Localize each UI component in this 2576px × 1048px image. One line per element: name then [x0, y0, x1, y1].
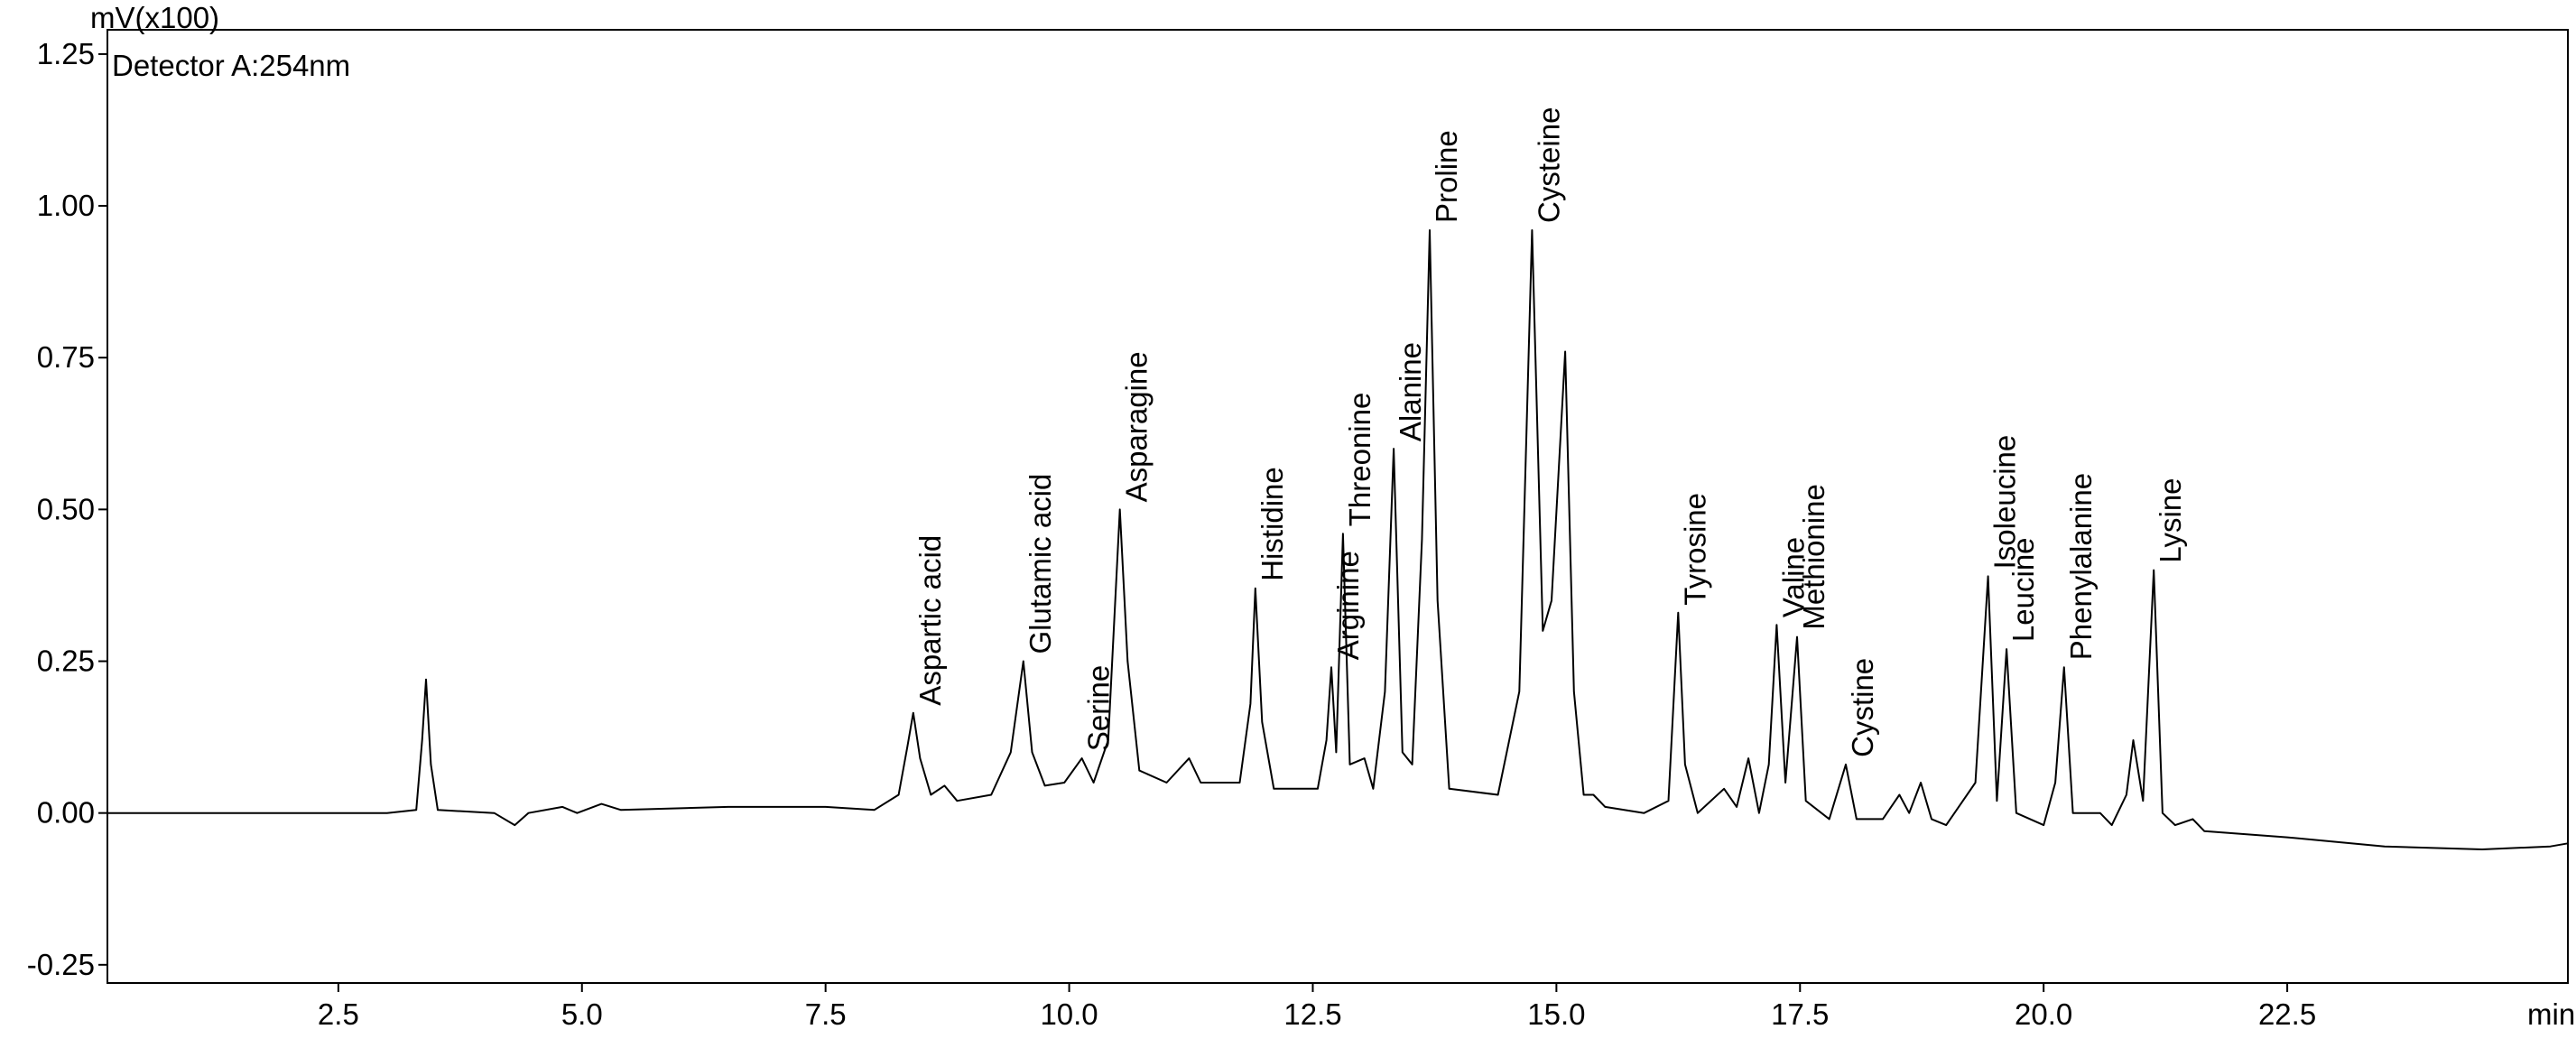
x-tick-label: 20.0: [2015, 997, 2072, 1031]
peak-label: Cystine: [1846, 658, 1879, 757]
x-tick-label: 10.0: [1040, 997, 1098, 1031]
peak-label: Histidine: [1256, 467, 1289, 581]
peak-label: Arginine: [1331, 551, 1365, 660]
peak-label: Threonine: [1343, 393, 1376, 527]
y-tick-label: 0.25: [37, 645, 95, 678]
x-axis-label: min: [2527, 997, 2575, 1031]
peak-label: Alanine: [1394, 342, 1427, 441]
chromatogram-trace: [107, 229, 2569, 850]
x-tick-label: 7.5: [805, 997, 847, 1031]
x-tick-label: 22.5: [2258, 997, 2316, 1031]
peak-label: Tyrosine: [1678, 493, 1711, 606]
x-tick-label: 17.5: [1771, 997, 1829, 1031]
y-tick-label: 1.25: [37, 37, 95, 70]
peak-label: Leucine: [2006, 537, 2040, 642]
peak-label: Phenylalanine: [2064, 473, 2098, 660]
peak-label: Methionine: [1797, 484, 1830, 629]
x-tick-label: 12.5: [1283, 997, 1341, 1031]
peak-label: Asparagine: [1120, 351, 1154, 502]
y-tick-label: 0.50: [37, 492, 95, 525]
x-tick-label: 2.5: [318, 997, 359, 1031]
peak-label: Cysteine: [1532, 107, 1565, 223]
peak-label: Serine: [1082, 665, 1116, 751]
y-tick-label: 0.75: [37, 340, 95, 374]
y-tick-label: 0.00: [37, 796, 95, 830]
y-axis-label: mV(x100): [90, 1, 219, 34]
x-tick-label: 5.0: [561, 997, 603, 1031]
detector-label: Detector A:254nm: [112, 49, 350, 82]
x-tick-label: 15.0: [1527, 997, 1585, 1031]
peak-label: Lysine: [2154, 478, 2187, 562]
y-tick-label: 1.00: [37, 189, 95, 222]
y-tick-label: -0.25: [27, 948, 95, 981]
peak-label: Isoleucine: [1988, 435, 2022, 570]
peak-label: Glutamic acid: [1024, 474, 1057, 654]
plot-frame: [107, 29, 2569, 984]
peak-label: Proline: [1430, 130, 1463, 223]
peak-label: Aspartic acid: [913, 535, 947, 706]
peak-label: Valine: [1776, 537, 1810, 617]
